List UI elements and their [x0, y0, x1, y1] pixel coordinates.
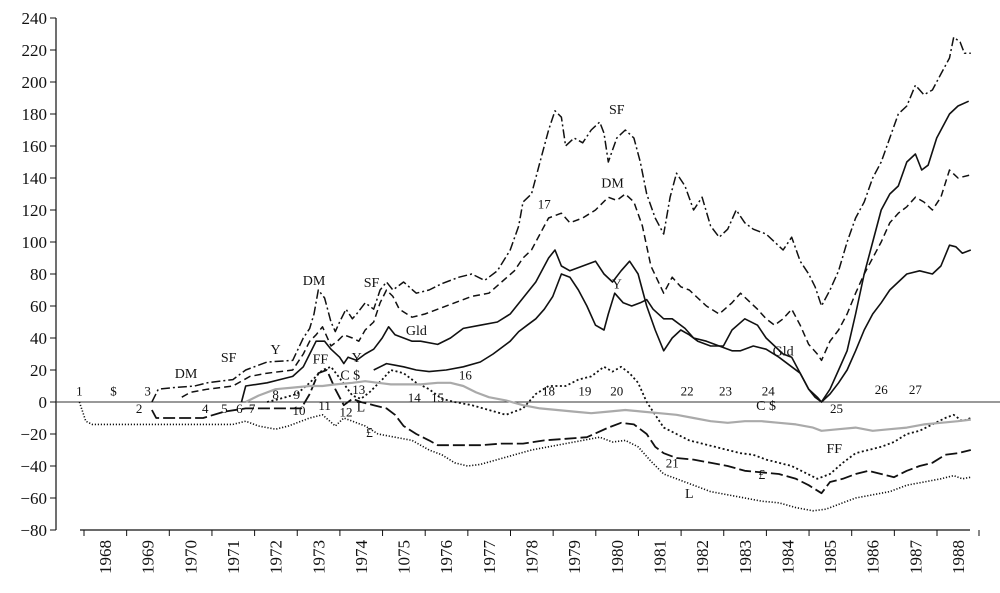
series-label: £	[758, 468, 765, 483]
y-tick-label: −80	[20, 521, 47, 540]
x-tick-label: 1973	[309, 540, 328, 574]
series-line-dm	[181, 169, 971, 398]
event-number: 18	[542, 384, 555, 399]
x-tick-label: 1971	[224, 540, 243, 574]
series-label: DM	[175, 367, 198, 382]
y-tick-label: 80	[30, 265, 47, 284]
event-number: 24	[762, 384, 776, 399]
series-label: C $	[340, 369, 360, 384]
x-tick-label: 1974	[352, 540, 371, 575]
x-tick-label: 1075	[395, 540, 414, 574]
series-line-l	[78, 401, 971, 512]
series-line-gld	[373, 244, 972, 403]
x-tick-label: 1988	[949, 540, 968, 574]
event-number: 23	[719, 384, 732, 399]
event-number: 3	[144, 384, 151, 399]
series-label: L	[685, 487, 694, 502]
y-tick-label: 120	[22, 201, 48, 220]
event-number: 26	[875, 382, 889, 397]
y-tick-label: −20	[20, 425, 47, 444]
event-number: 27	[909, 382, 923, 397]
y-tick-label: 200	[22, 73, 48, 92]
x-tick-label: 1968	[96, 540, 115, 574]
x-tick-label: 1981	[650, 540, 669, 574]
x-tick-label: 1984	[778, 540, 797, 575]
series-label: FF	[313, 353, 329, 368]
series-label: SF	[221, 351, 237, 366]
series-label: DM	[601, 177, 624, 192]
series-label: SF	[609, 103, 625, 118]
y-tick-label: 100	[22, 233, 48, 252]
event-number: 17	[538, 196, 552, 211]
event-number: 2	[136, 401, 143, 416]
series-label: Y	[271, 343, 281, 358]
event-number: 1	[76, 384, 83, 399]
event-number: 10	[293, 403, 306, 418]
x-tick-label: 1982	[693, 540, 712, 574]
x-tick-label: 1979	[565, 540, 584, 574]
x-tick-label: 1978	[523, 540, 542, 574]
series-lines	[78, 36, 972, 512]
series-label: Y	[352, 351, 362, 366]
event-number: 25	[830, 401, 843, 416]
series-label: SF	[364, 276, 380, 291]
y-tick-label: 140	[22, 169, 48, 188]
series-label: Y	[612, 277, 622, 292]
x-tick-label: 1972	[267, 540, 286, 574]
series-line-sf	[151, 36, 971, 403]
event-number: 11	[318, 398, 331, 413]
y-tick-label: −40	[20, 457, 47, 476]
series-line-y	[240, 100, 970, 403]
x-tick-label: 1976	[437, 540, 456, 574]
series-label: Gld	[406, 324, 427, 339]
y-tick-label: −60	[20, 489, 47, 508]
y-tick-label: 160	[22, 137, 48, 156]
event-number: 21	[666, 456, 679, 471]
y-ticks: −80 −60 −40 −20 0 20 40 60 80 100 120 140 160 180 200 2…	[20, 9, 56, 540]
x-tick-label: 1987	[906, 540, 925, 575]
series-label: L	[357, 401, 366, 416]
series-label: DM	[303, 274, 326, 289]
x-tick-label: 1985	[821, 540, 840, 574]
y-tick-label: 240	[22, 9, 48, 28]
y-tick-label: 220	[22, 41, 48, 60]
series-line-c	[245, 380, 971, 432]
event-number: 15	[431, 390, 444, 405]
event-number: 5	[221, 401, 228, 416]
event-number: 22	[681, 384, 694, 399]
series-label: £	[366, 426, 373, 441]
x-tick-label: 1977	[480, 540, 499, 575]
event-number: 19	[578, 384, 591, 399]
event-number: 7	[249, 401, 256, 416]
series-label: C $	[756, 399, 776, 414]
event-number: 12	[339, 404, 352, 419]
y-tick-label: 20	[30, 361, 47, 380]
y-tick-label: 40	[30, 329, 47, 348]
y-tick-label: 60	[30, 297, 47, 316]
x-tick-label: 1980	[608, 540, 627, 574]
event-number: 14	[408, 390, 422, 405]
event-number: 20	[610, 384, 623, 399]
x-tick-label: 1983	[736, 540, 755, 574]
series-label: Gld	[773, 345, 794, 360]
event-number: 6	[236, 401, 243, 416]
series-label: FF	[827, 442, 843, 457]
event-number: $	[110, 384, 117, 399]
x-tick-label: 1970	[181, 540, 200, 574]
event-number: 16	[459, 368, 473, 383]
x-tick-label: 1986	[864, 540, 883, 574]
y-tick-label: 0	[39, 393, 48, 412]
x-ticks: 1968 1969 1970 1971 1972 1973 1974 1075 1976 1977…	[83, 530, 980, 575]
event-number: 4	[202, 401, 209, 416]
y-tick-label: 180	[22, 105, 48, 124]
event-number: 8	[272, 387, 279, 402]
x-tick-label: 1969	[139, 540, 158, 574]
event-number: 9	[294, 387, 301, 402]
event-number: 13	[352, 382, 365, 397]
